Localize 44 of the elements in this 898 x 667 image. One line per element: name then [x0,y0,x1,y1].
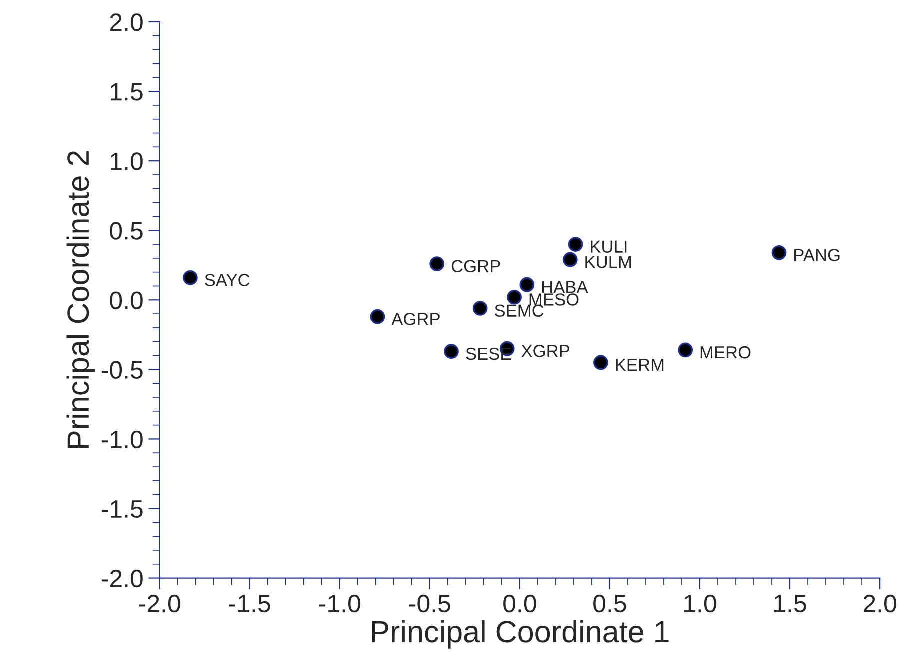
x-tick-label: 0.0 [504,594,536,613]
point [520,277,535,292]
y-axis-title: Principal Coordinate 2 [66,151,96,448]
x-tick-label: -2.0 [139,594,180,613]
annotation: AGRP [392,313,440,326]
point [370,309,386,324]
annotation: KULI [591,240,627,254]
annotation: KULM [586,256,632,268]
y-tick-label: 0.5 [110,222,143,240]
point [507,290,522,305]
y-tick-label: -0.5 [102,361,143,379]
annotation: SAYC [205,274,250,286]
annotation: XGRP [522,345,570,358]
y-tick-label: -2.0 [102,570,143,588]
y-tick-label: 2.0 [110,14,143,32]
x-axis-title: Principal Coordinate 1 [372,620,669,649]
point [183,270,198,286]
point [444,344,459,360]
x-tick-label: -1.0 [319,594,360,613]
point [568,237,584,252]
x-tick-label: 1.5 [774,595,806,613]
x-tick-label: 2.0 [864,594,896,613]
point [594,355,608,370]
y-tick-label: 1.5 [111,83,143,101]
annotation: HABA [542,281,588,294]
point [472,301,488,316]
annotation: SEMC [495,304,544,317]
annotation: KERM [616,359,664,372]
y-tick-label: 1.0 [111,152,143,170]
x-tick-label: -0.5 [409,594,450,613]
x-tick-label: 1.0 [684,594,716,613]
x-tick-label: -1.5 [229,595,270,613]
point [678,342,694,358]
annotation: CGRP [452,260,500,272]
annotation: PANG [794,249,840,262]
point [562,252,578,268]
y-tick-label: -1.5 [102,500,143,518]
y-tick-label: -1.0 [102,430,143,449]
annotation: MERO [700,346,751,359]
x-tick-label: 0.5 [594,594,626,613]
y-tick-label: 0.0 [110,292,143,310]
point [430,256,445,272]
point [772,245,787,260]
annotation: MESO [530,294,579,306]
